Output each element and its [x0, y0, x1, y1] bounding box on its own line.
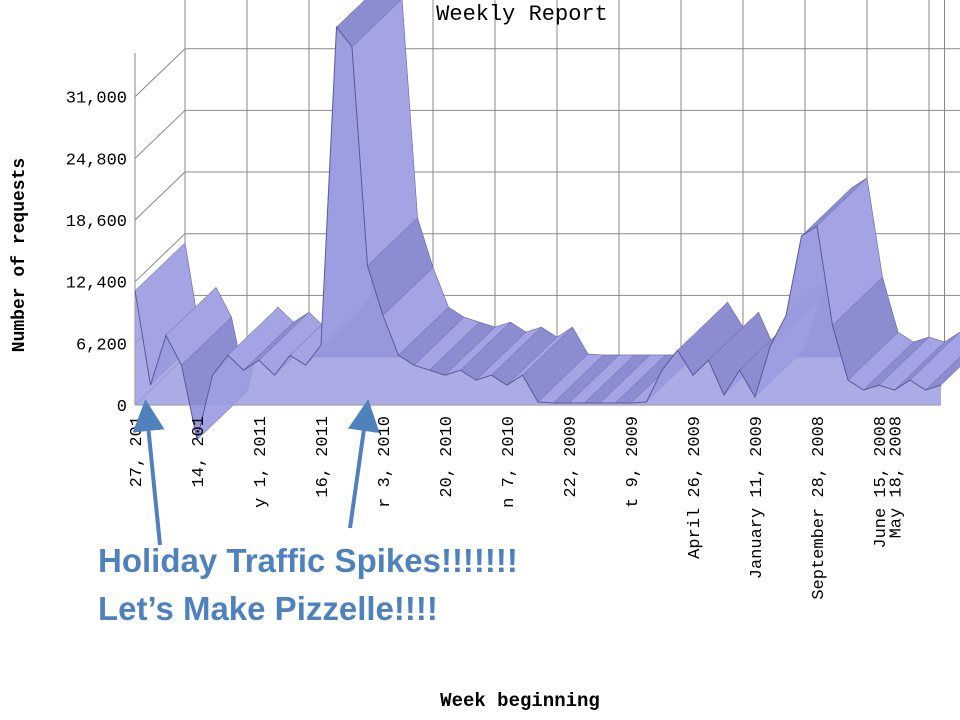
x-tick-label: April 26, 2009 [686, 416, 705, 559]
arrow [347, 399, 380, 529]
x-tick-label: n 7, 2010 [500, 416, 519, 508]
x-tick-label: t 9, 2009 [624, 416, 643, 508]
y-tick-label: 24,800 [66, 151, 127, 170]
grid-line [134, 110, 186, 159]
arrow [132, 399, 165, 546]
y-tick-label: 0 [117, 398, 127, 417]
area-face [135, 27, 941, 440]
annotation-background [95, 538, 590, 646]
x-tick-label: 22, 2009 [562, 416, 581, 498]
x-tick-label: September 28, 2008 [810, 416, 829, 600]
y-axis-title: Number of requests [10, 158, 30, 352]
grid-line [134, 233, 186, 283]
grid-line [134, 171, 186, 221]
y-tick-label: 6,200 [76, 336, 127, 355]
grid-line [134, 48, 186, 98]
x-tick-label: 27, 201 [128, 416, 147, 487]
x-tick-label: January 11, 2009 [748, 416, 767, 579]
x-axis-title: Week beginning [440, 690, 600, 712]
plot [134, 0, 960, 441]
x-tick-label: r 3, 2010 [376, 416, 395, 508]
chart-title: Weekly Report [436, 2, 608, 27]
y-tick-label: 12,400 [66, 275, 127, 294]
x-tick-label: 16, 2011 [314, 416, 333, 498]
y-tick-label: 31,000 [66, 90, 127, 109]
y-tick-label: 18,600 [66, 213, 127, 232]
annotation: Holiday Traffic Spikes!!!!!!! [98, 542, 518, 579]
series-line [134, 25, 942, 440]
x-axis: 27, 201 14, 201 y 1, 2011 16, 2011 r 3, 2010… [128, 416, 907, 600]
x-tick-label: 14, 201 [190, 416, 209, 487]
x-tick-label: June 15, 2008 [872, 416, 891, 549]
x-tick-label: y 1, 2011 [252, 416, 271, 508]
x-tick-label: 20, 2010 [438, 416, 457, 498]
annotation: Let’s Make Pizzelle!!!! [98, 590, 438, 627]
x-tick-label: May 18, 2008 [888, 416, 907, 538]
